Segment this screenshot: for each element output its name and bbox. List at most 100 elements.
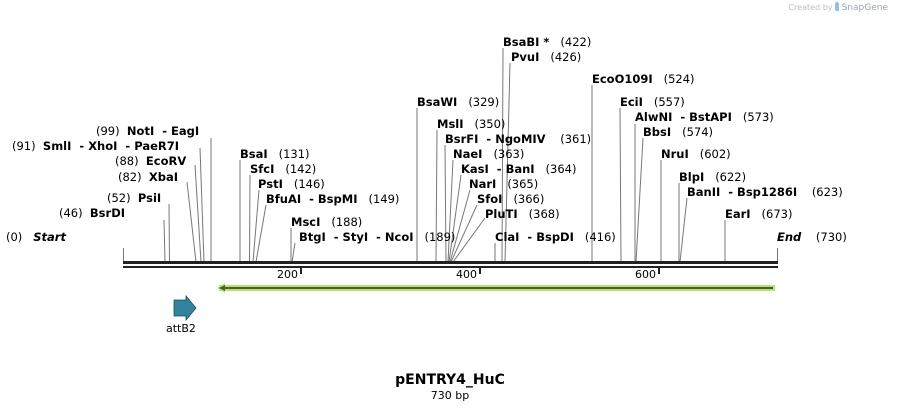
site-name: BsaBI *: [503, 35, 550, 49]
site-position: (416): [584, 230, 616, 244]
site-btgi-styi-ncoi[interactable]: BtgI - StyI - NcoI (189): [299, 230, 455, 244]
site-name: KasI - BanI: [461, 162, 535, 176]
site-name: MslI: [437, 117, 464, 131]
site-ecii[interactable]: EciI (557): [620, 95, 685, 109]
site-name: EcoO109I: [592, 72, 653, 86]
site-bsrdi[interactable]: (46) BsrDI: [59, 206, 125, 220]
site-position: (91): [12, 139, 36, 153]
site-position: (361): [560, 132, 592, 146]
site-position: (149): [368, 192, 400, 206]
attb2-feature-arrow[interactable]: [173, 294, 197, 322]
site-psii[interactable]: (52) PsiI: [107, 191, 161, 205]
site-name: AlwNI - BstAPI: [635, 110, 732, 124]
site-bbsi[interactable]: BbsI (574): [643, 125, 713, 139]
site-msci[interactable]: MscI (188): [291, 215, 362, 229]
site-position: (573): [742, 110, 774, 124]
site-psti[interactable]: PstI (146): [258, 177, 325, 191]
site-position: (623): [811, 185, 843, 199]
site-naei[interactable]: NaeI (363): [453, 147, 524, 161]
site-position: (622): [715, 170, 747, 184]
site-position: (329): [468, 95, 500, 109]
site-pluti[interactable]: PluTI (368): [485, 207, 560, 221]
site-position: (88): [115, 154, 139, 168]
site-position: (82): [118, 170, 142, 184]
site-position: (673): [761, 207, 793, 221]
site-position: (368): [528, 207, 560, 221]
site-bsabi[interactable]: BsaBI * (422): [503, 35, 591, 49]
site-position: (131): [278, 147, 310, 161]
snapgene-logo-icon: [835, 2, 840, 11]
snapgene-credit: Created by SnapGene: [788, 2, 888, 13]
site-name: NotI - EagI: [126, 124, 200, 138]
site-position: (557): [653, 95, 685, 109]
site-name: NaeI: [453, 147, 483, 161]
site-smli-xhoi-paer7i[interactable]: (91) SmlI - XhoI - PaeR7I: [12, 139, 179, 153]
site-nari[interactable]: NarI (365): [469, 177, 538, 191]
site-name: PsiI: [137, 191, 162, 205]
site-blpi[interactable]: BlpI (622): [679, 170, 746, 184]
cut-site-lines: [123, 47, 778, 263]
end-label: End (730): [777, 230, 847, 244]
site-name: BfuAI - BspMI: [266, 192, 358, 206]
site-name: SfcI: [250, 162, 275, 176]
site-position: (188): [331, 215, 363, 229]
site-position: (422): [560, 35, 592, 49]
site-position: (364): [545, 162, 577, 176]
sequence-bottom-strand: [123, 266, 778, 268]
plasmid-name: pENTRY4_HuC: [395, 372, 505, 388]
site-position: (99): [96, 124, 120, 138]
site-name: BsaWI: [417, 95, 458, 109]
site-name: SmlI - XhoI - PaeR7I: [42, 139, 180, 153]
site-name: NarI: [469, 177, 497, 191]
site-name: PstI: [258, 177, 283, 191]
site-ecorv[interactable]: (88) EcoRV: [115, 154, 186, 168]
site-msli[interactable]: MslI (350): [437, 117, 505, 131]
tick-label-200: 200: [277, 268, 298, 281]
site-bsawi[interactable]: BsaWI (329): [417, 95, 499, 109]
site-bfuai-bspmi[interactable]: BfuAI - BspMI (149): [266, 192, 399, 206]
site-ecoo109i[interactable]: EcoO109I (524): [592, 72, 695, 86]
site-position: (366): [513, 192, 545, 206]
sequence-top-strand: [123, 261, 778, 264]
credit-brand: SnapGene: [841, 3, 888, 13]
attb2-feature-label: attB2: [166, 322, 196, 335]
site-position: (46): [59, 206, 83, 220]
plasmid-length: 730 bp: [430, 389, 470, 402]
site-alwni-bstapi[interactable]: AlwNI - BstAPI (573): [635, 110, 774, 124]
site-banii-bsp1286i[interactable]: BanII - Bsp1286I (623): [687, 185, 843, 199]
site-sfoi[interactable]: SfoI (366): [477, 192, 544, 206]
site-position: (363): [493, 147, 525, 161]
tick-label-400: 400: [456, 268, 477, 281]
start-label: (0) Start: [6, 230, 66, 244]
end-text: End: [777, 230, 802, 244]
site-nrui[interactable]: NruI (602): [661, 147, 731, 161]
site-name: BsrFI - NgoMIV: [445, 132, 546, 146]
site-position: (350): [474, 117, 506, 131]
site-bsrfi-ngomiv[interactable]: BsrFI - NgoMIV (361): [445, 132, 591, 146]
ruler-ticks: [300, 268, 660, 274]
reverse-feature-arrow[interactable]: [217, 283, 775, 293]
site-name: BlpI: [679, 170, 705, 184]
site-name: ClaI - BspDI: [495, 230, 574, 244]
site-position: (365): [507, 177, 539, 191]
site-eari[interactable]: EarI (673): [725, 207, 792, 221]
end-position: (730): [815, 230, 847, 244]
site-bsai[interactable]: BsaI (131): [240, 147, 310, 161]
site-clai-bspdi[interactable]: ClaI - BspDI (416): [495, 230, 616, 244]
site-position: (524): [663, 72, 695, 86]
site-position: (574): [682, 125, 714, 139]
site-sfci[interactable]: SfcI (142): [250, 162, 316, 176]
site-kasi-bani[interactable]: KasI - BanI (364): [461, 162, 576, 176]
site-name: BbsI: [643, 125, 672, 139]
site-xbai[interactable]: (82) XbaI: [118, 170, 178, 184]
site-position: (189): [424, 230, 456, 244]
start-text: Start: [33, 230, 66, 244]
site-name: BsrDI: [89, 206, 126, 220]
site-noti-eagi[interactable]: (99) NotI - EagI: [96, 124, 199, 138]
site-name: MscI: [291, 215, 321, 229]
site-name: EciI: [620, 95, 643, 109]
site-name: SfoI: [477, 192, 503, 206]
site-pvui[interactable]: PvuI (426): [511, 50, 581, 64]
